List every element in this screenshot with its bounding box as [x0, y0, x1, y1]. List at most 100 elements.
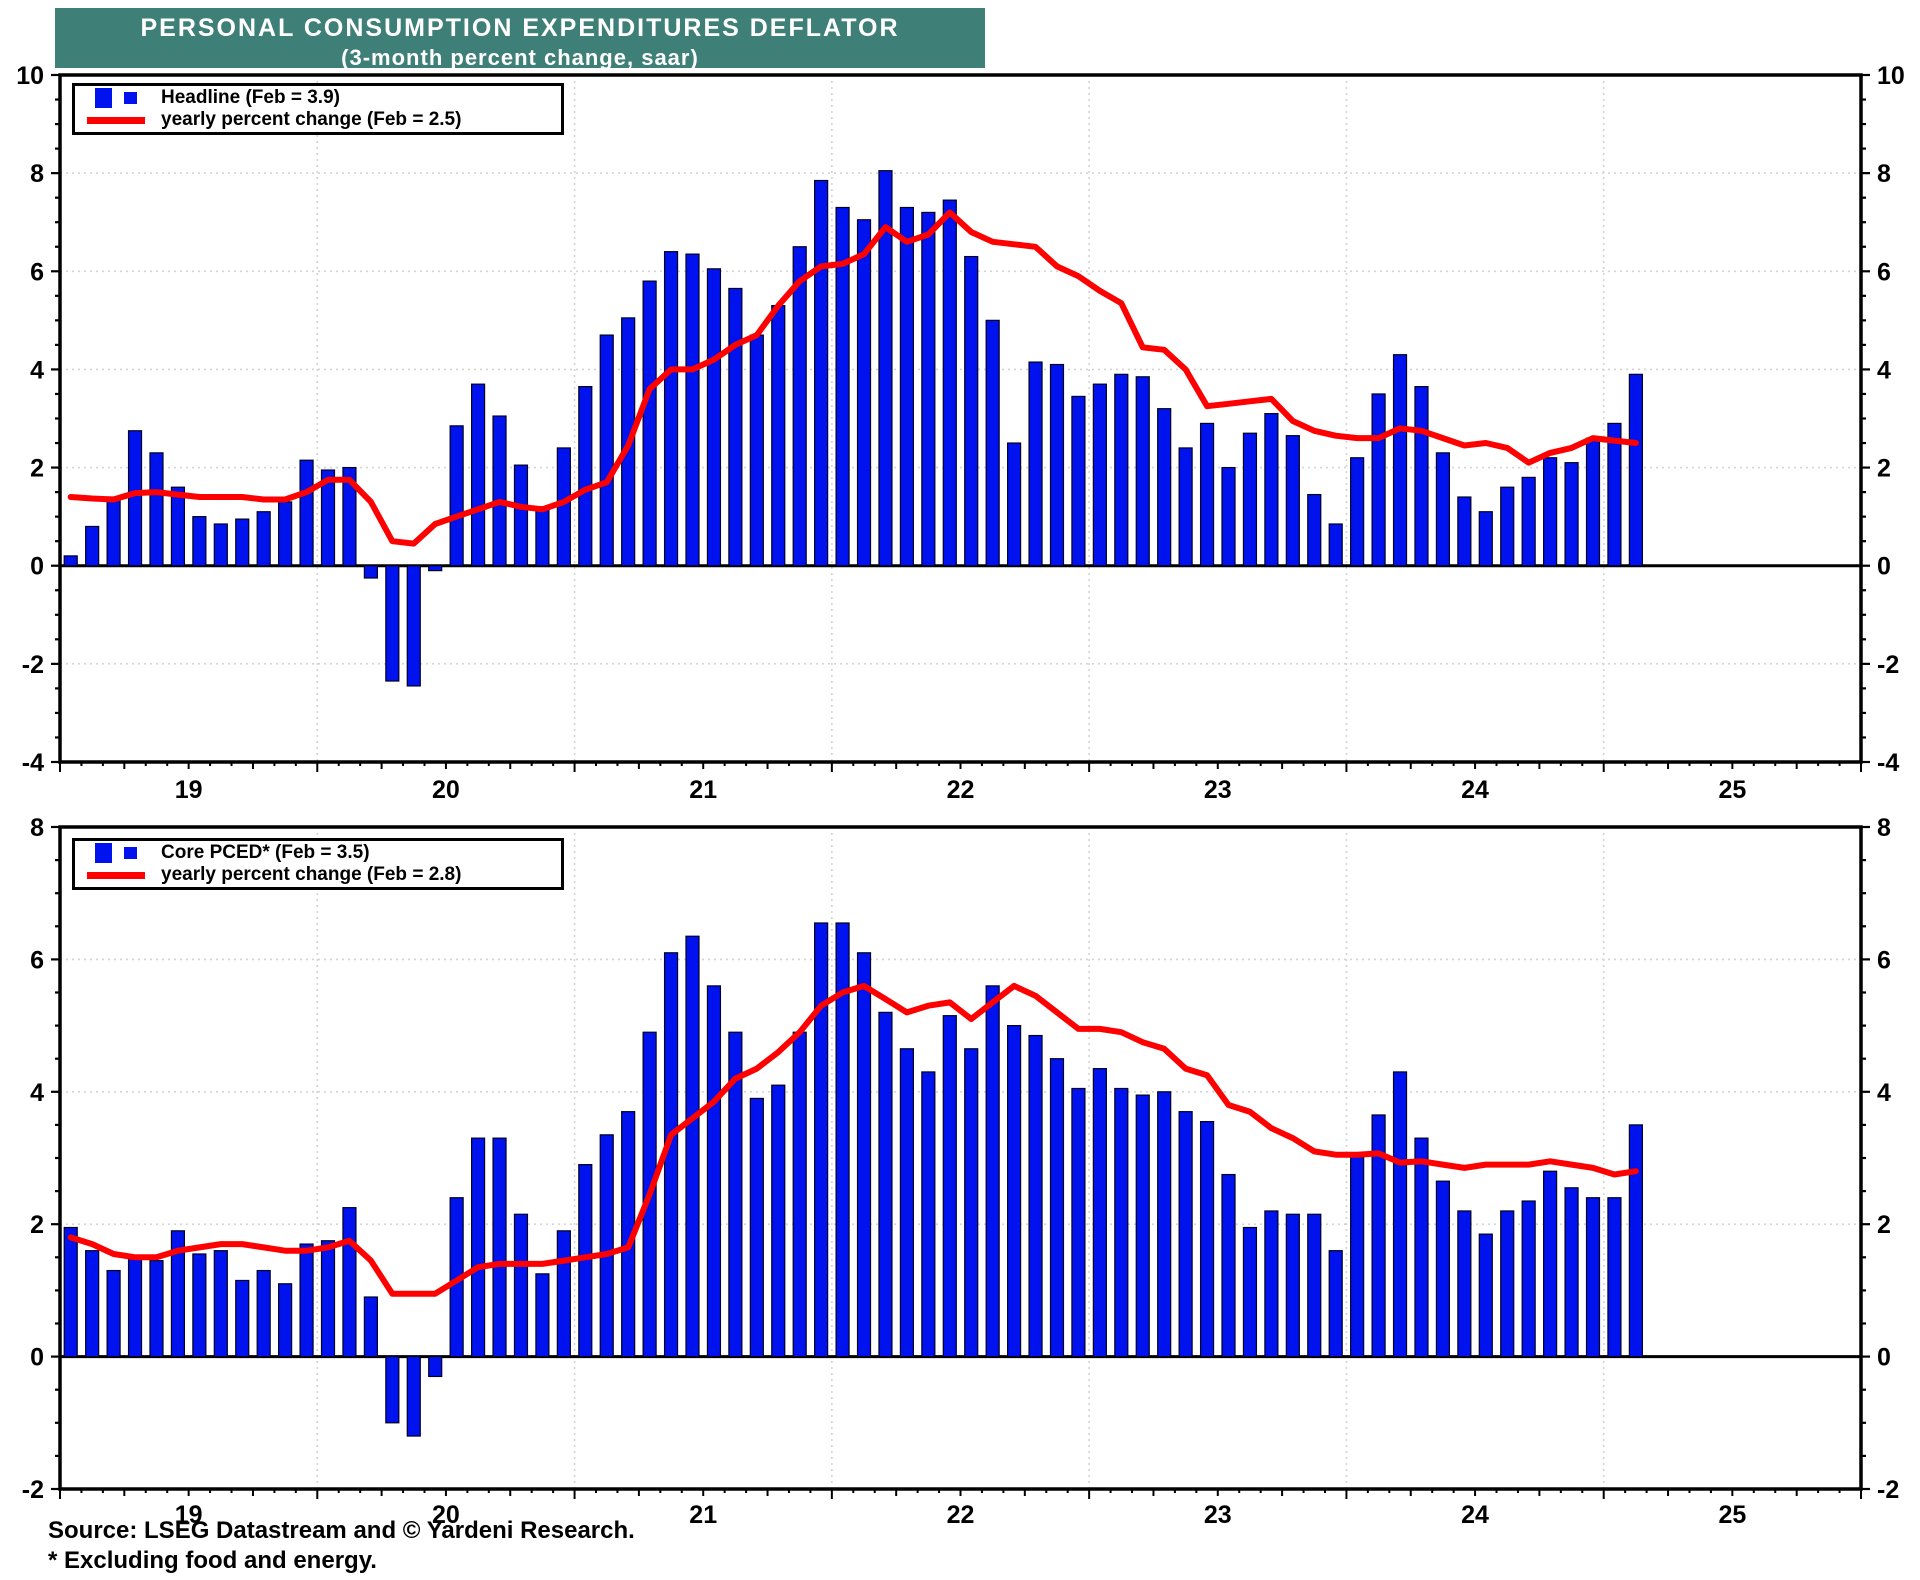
bar: [1457, 1210, 1472, 1358]
x-axis-labels: 19 20 21 22 23 24 25: [175, 776, 1747, 804]
y-tick-label: 8: [30, 814, 44, 842]
bar: [299, 1243, 314, 1358]
bar: [985, 985, 1000, 1358]
y-ticks: [51, 73, 1870, 764]
bar: [1414, 1137, 1429, 1358]
y-tick-label: 10: [1877, 62, 1905, 90]
bar: [749, 334, 764, 567]
bar: [320, 469, 336, 567]
bar: [792, 246, 807, 567]
bar: [1049, 1058, 1065, 1358]
bar: [771, 305, 786, 567]
bar: [363, 565, 378, 579]
bar: [1285, 435, 1300, 567]
bar: [1500, 1210, 1515, 1358]
y-axis-labels: 10 10 8 8 6 6 4 4 2 2 0 0 -2 -2 -4 -4: [16, 62, 1905, 777]
y-tick-label: 4: [1877, 1079, 1891, 1107]
bar: [1457, 496, 1472, 567]
legend-core: Core PCED* (Feb = 3.5) yearly percent ch…: [72, 838, 564, 890]
x-ticks: [59, 1489, 1862, 1499]
year-label: 20: [432, 1501, 460, 1529]
title-banner: PERSONAL CONSUMPTION EXPENDITURES DEFLAT…: [55, 8, 985, 70]
bar: [964, 1048, 979, 1358]
bar: [899, 206, 914, 567]
year-label: 23: [1204, 1501, 1232, 1529]
bar: [578, 386, 593, 567]
bar: [1392, 354, 1408, 567]
bar: [1242, 432, 1258, 567]
bar: [706, 268, 722, 567]
bar: [278, 501, 293, 567]
y-axis-labels: 8 8 6 6 4 4 2 2 0 0 -2 -2: [22, 814, 1899, 1504]
bar: [1350, 1154, 1365, 1358]
bar: [406, 565, 421, 687]
year-label: 23: [1204, 776, 1232, 804]
bar: [985, 319, 1000, 567]
bar: [556, 447, 571, 567]
bar: [106, 496, 121, 567]
bar: [1199, 1120, 1215, 1358]
y-tick-label: 0: [30, 553, 44, 581]
legend-headline: Headline (Feb = 3.9) yearly percent chan…: [72, 83, 564, 135]
page-subtitle: (3-month percent change, saar): [341, 45, 699, 70]
bar: [599, 334, 614, 567]
core-line-marker-icon: [83, 871, 161, 879]
bar: [1607, 1197, 1622, 1358]
y-tick-label: 0: [1877, 1344, 1891, 1372]
bar: [1028, 361, 1043, 567]
bar: [492, 1137, 507, 1358]
year-label: 25: [1718, 776, 1746, 804]
year-label: 22: [947, 776, 975, 804]
y-tick-label: 6: [1877, 258, 1891, 286]
bar: [1071, 1087, 1086, 1358]
bar: [1628, 373, 1643, 567]
bar: [342, 466, 357, 567]
bar: [535, 506, 550, 567]
bar: [1028, 1034, 1043, 1358]
bar: [1135, 376, 1150, 567]
legend-headline-label: Headline (Feb = 3.9): [161, 87, 340, 108]
bar: [1199, 422, 1215, 567]
bar: [192, 516, 207, 567]
bar: [835, 206, 850, 567]
bar: [85, 1250, 100, 1358]
bar: [1414, 386, 1429, 567]
bar: [235, 1279, 250, 1358]
bar: [1285, 1213, 1300, 1358]
legend-headline-yoy-label: yearly percent change (Feb = 2.5): [161, 109, 462, 130]
year-label: 21: [689, 1501, 717, 1529]
bar: [1114, 1087, 1129, 1358]
year-label: 19: [175, 1501, 203, 1529]
bar: [470, 383, 486, 567]
core-pced-chart: 8 86 64 42 20 0-2 -219 20 21 22 23 24 25: [22, 814, 1899, 1529]
y-tick-label: 8: [1877, 160, 1891, 188]
bar: [878, 170, 893, 567]
bar: [856, 219, 872, 567]
y-tick-label: 2: [30, 455, 44, 483]
y-tick-label: 8: [1877, 814, 1891, 842]
bar: [835, 922, 850, 1358]
bar: [1221, 1173, 1236, 1358]
source-note: Source: LSEG Datastream and © Yardeni Re…: [48, 1517, 635, 1544]
bar: [1007, 442, 1022, 567]
bar: [856, 952, 872, 1358]
year-label: 24: [1461, 1501, 1489, 1529]
bar: [1328, 1250, 1343, 1358]
y-tick-label: 10: [16, 62, 44, 90]
footer: Source: LSEG Datastream and © Yardeni Re…: [48, 1516, 635, 1576]
y-tick-label: 6: [30, 946, 44, 974]
bar: [256, 511, 271, 567]
plot-frame: [58, 73, 1863, 764]
y-ticks: [51, 825, 1870, 1491]
bar: [1392, 1071, 1408, 1358]
bar: [1435, 1180, 1451, 1358]
bar: [513, 464, 529, 567]
bar: [1543, 457, 1558, 567]
y-tick-label: -2: [1877, 1476, 1899, 1504]
bar: [85, 525, 100, 567]
bar: [406, 1355, 421, 1437]
year-label: 20: [432, 776, 460, 804]
bar: [1157, 1091, 1172, 1358]
bar: [449, 425, 464, 567]
headline-pce-deflator-chart: 10 108 86 64 42 20 0-2 -2-4 -419 20 21 22 23 24 25: [16, 62, 1905, 804]
